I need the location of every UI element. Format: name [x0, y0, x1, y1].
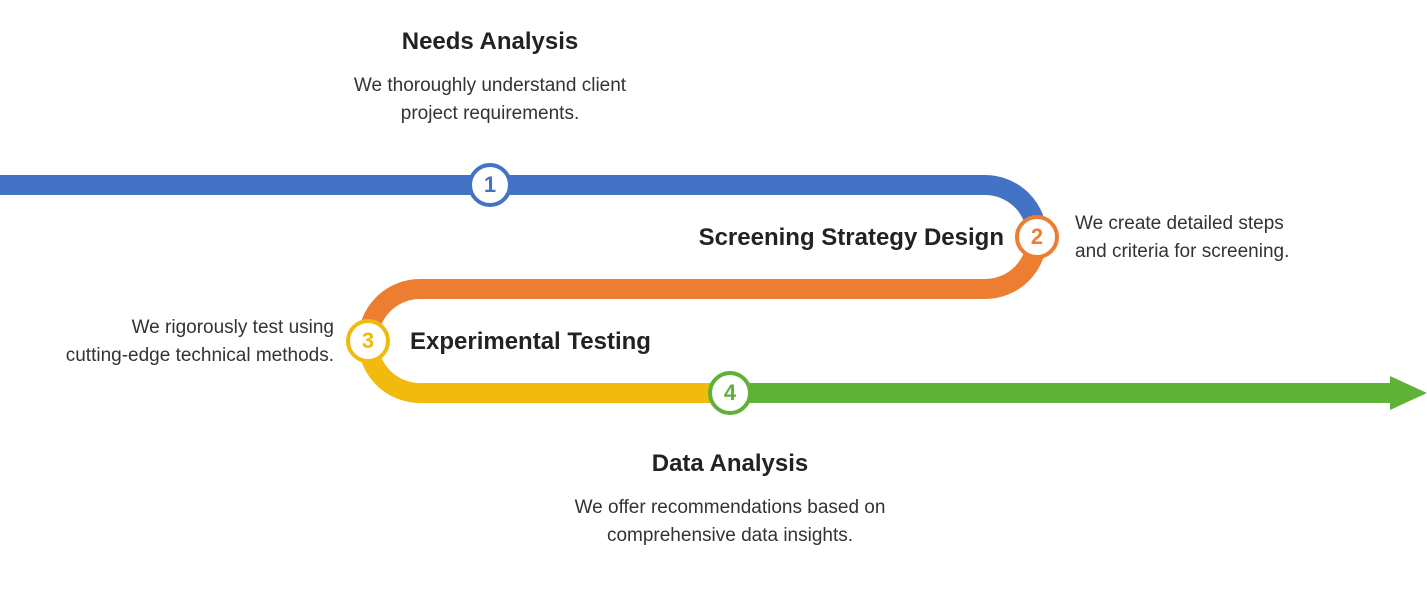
step-desc-1: We thoroughly understand clientproject r…	[300, 72, 680, 127]
step-desc-2: We create detailed stepsand criteria for…	[1075, 210, 1405, 265]
step-title-2: Screening Strategy Design	[699, 224, 1004, 252]
step-title-4: Data Analysis	[652, 450, 809, 478]
step-node-4: 4	[708, 371, 752, 415]
process-flow-diagram: 1 Needs Analysis We thoroughly understand …	[0, 0, 1427, 595]
step-number-4: 4	[724, 380, 736, 406]
step-number-3: 3	[362, 328, 374, 354]
step-node-3: 3	[346, 319, 390, 363]
step-node-2: 2	[1015, 215, 1059, 259]
flow-segment-seg2	[368, 237, 1037, 341]
step-desc-4: We offer recommendations based oncompreh…	[510, 494, 950, 549]
step-number-1: 1	[484, 172, 496, 198]
step-node-1: 1	[468, 163, 512, 207]
step-title-1: Needs Analysis	[402, 28, 579, 56]
step-number-2: 2	[1031, 224, 1043, 250]
step-desc-3: We rigorously test usingcutting-edge tec…	[4, 314, 334, 369]
flow-arrowhead	[1390, 376, 1427, 410]
step-title-3: Experimental Testing	[410, 328, 651, 356]
